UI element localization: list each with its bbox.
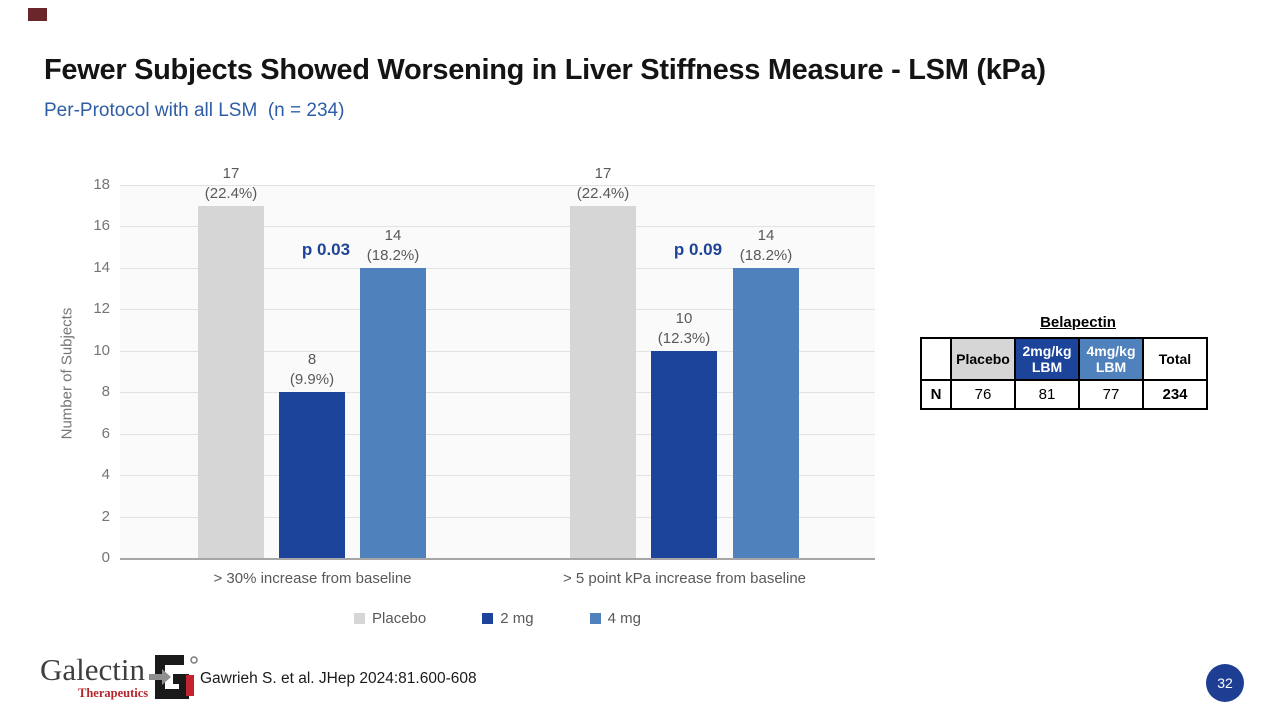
legend-label: 4 mg — [607, 610, 641, 627]
table-header-cell: Total — [1142, 337, 1208, 381]
table-header-cell: 4mg/kg LBM — [1078, 337, 1144, 381]
bar-2-mg — [279, 392, 345, 558]
logo-subtext: Therapeutics — [78, 686, 149, 700]
y-tick-label: 8 — [101, 383, 110, 401]
gridline — [120, 226, 875, 228]
chart-legend: Placebo 2 mg 4 mg — [120, 610, 875, 627]
x-axis-line — [120, 558, 875, 560]
table-header-cell: 2mg/kg LBM — [1014, 337, 1080, 381]
y-tick-label: 12 — [93, 300, 110, 318]
p-value-annotation: p 0.03 — [301, 240, 351, 259]
table-row-label: N — [920, 379, 952, 410]
legend-item-4-mg: 4 mg — [589, 610, 641, 627]
enrollment-table: Placebo 2mg/kg LBM 4mg/kg LBM Total N 76 81 77 2… — [920, 337, 1208, 410]
y-tick-label: 10 — [93, 341, 110, 359]
y-tick-label: 18 — [93, 176, 110, 193]
table-cell: 234 — [1142, 379, 1208, 410]
page-number-badge: 32 — [1206, 664, 1244, 702]
y-tick-label: 2 — [101, 507, 110, 525]
slide-title: Fewer Subjects Showed Worsening in Liver… — [44, 54, 1046, 86]
bar-placebo — [570, 205, 636, 558]
bar-data-label: 17 (22.4%) — [576, 164, 630, 202]
gridline — [120, 433, 875, 435]
table-cell: 76 — [950, 379, 1016, 410]
table-title: Belapectin — [1040, 314, 1116, 331]
bar-data-label: 10 (12.3%) — [657, 309, 711, 347]
legend-swatch-icon — [589, 613, 601, 624]
table-header-cell — [920, 337, 952, 381]
legend-swatch-icon — [354, 613, 366, 624]
legend-swatch-icon — [482, 613, 494, 624]
x-category-label: > 30% increase from baseline — [213, 570, 412, 587]
bar-data-label: 14 (18.2%) — [739, 226, 793, 264]
gridline — [120, 267, 875, 269]
table-header-cell: Placebo — [950, 337, 1016, 381]
y-tick-label: 0 — [101, 549, 110, 566]
page-number: 32 — [1217, 675, 1233, 691]
bar-data-label: 8 (9.9%) — [289, 351, 335, 389]
p-value-annotation: p 0.09 — [673, 240, 723, 259]
slide-subtitle: Per-Protocol with all LSM (n = 234) — [44, 100, 345, 121]
gridline — [120, 185, 875, 186]
legend-label: 2 mg — [500, 610, 534, 627]
gridline — [120, 309, 875, 311]
enrollment-table-block: Belapectin Placebo 2mg/kg LBM 4mg/kg LBM To… — [920, 314, 1208, 410]
logo-wordmark: Galectin — [40, 652, 146, 687]
table-row: N 76 81 77 234 — [920, 379, 1208, 410]
legend-label: Placebo — [372, 610, 427, 627]
table-cell: 77 — [1078, 379, 1144, 410]
y-tick-label: 6 — [101, 424, 110, 442]
legend-item-placebo: Placebo — [354, 610, 426, 627]
y-tick-label: 4 — [101, 466, 110, 484]
x-category-label: > 5 point kPa increase from baseline — [562, 570, 807, 587]
bar-4-mg — [360, 267, 426, 558]
y-tick-label: 16 — [93, 217, 110, 235]
gridline — [120, 350, 875, 352]
bar-placebo — [198, 205, 264, 558]
galectin-logo-icon — [149, 655, 198, 699]
bar-2-mg — [651, 350, 717, 558]
table-cell: 81 — [1014, 379, 1080, 410]
gridline — [120, 392, 875, 394]
bar-4-mg — [733, 267, 799, 558]
gridline — [120, 516, 875, 518]
accent-square — [28, 8, 47, 21]
y-tick-label: 14 — [93, 258, 110, 276]
gridline — [120, 475, 875, 477]
legend-item-2-mg: 2 mg — [482, 610, 534, 627]
bar-data-label: 17 (22.4%) — [204, 164, 258, 202]
citation-text: Gawrieh S. et al. JHep 2024:81.600-608 — [200, 670, 477, 687]
bar-data-label: 14 (18.2%) — [366, 226, 420, 264]
